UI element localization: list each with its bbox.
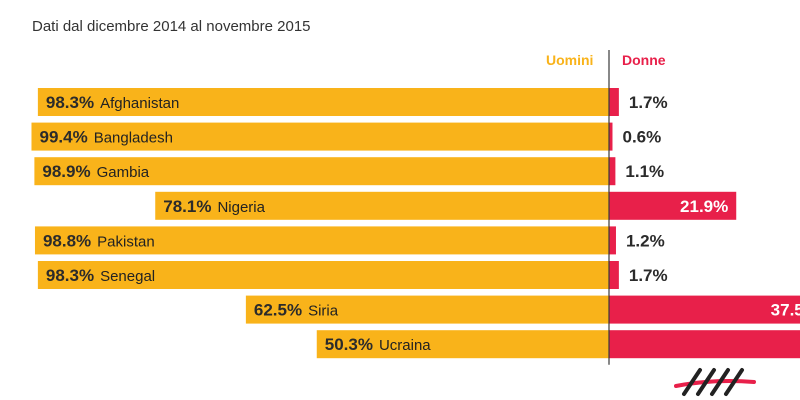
bar-women xyxy=(609,330,800,359)
category-label: Bangladesh xyxy=(94,130,173,147)
bar-men xyxy=(37,261,609,289)
category-label: Nigeria xyxy=(217,199,265,216)
bar-women xyxy=(609,226,616,255)
category-label: Siria xyxy=(308,303,339,320)
publisher-logo-icon xyxy=(674,368,756,396)
value-label-women: 1.2% xyxy=(626,231,665,250)
bar-women xyxy=(609,122,613,151)
value-label-women: 1.1% xyxy=(625,162,664,181)
category-label: Pakistan xyxy=(97,233,155,250)
value-label-men: 98.8% xyxy=(43,231,91,250)
value-label-men: 98.3% xyxy=(46,93,94,112)
value-label-men: 99.4% xyxy=(39,128,87,147)
bar-men xyxy=(316,330,609,359)
legend-men: Uomini xyxy=(546,52,594,68)
bar-women xyxy=(609,88,619,116)
value-label-women: 37.5% xyxy=(771,301,800,320)
bar-men xyxy=(245,295,609,324)
category-label: Afghanistan xyxy=(100,95,179,112)
value-label-men: 62.5% xyxy=(254,301,302,320)
value-label-women: 1.7% xyxy=(629,266,668,285)
value-label-women: 21.9% xyxy=(680,197,728,216)
value-label-men: 98.3% xyxy=(46,266,94,285)
legend-women: Donne xyxy=(622,52,666,68)
category-label: Senegal xyxy=(100,268,155,285)
bar-men xyxy=(155,191,609,220)
chart-subtitle: Dati dal dicembre 2014 al novembre 2015 xyxy=(32,18,311,35)
value-label-men: 98.9% xyxy=(42,162,90,181)
value-label-women: 1.7% xyxy=(629,93,668,112)
value-label-women: 0.6% xyxy=(622,128,661,147)
bar-women xyxy=(609,157,616,186)
bar-men xyxy=(34,226,610,255)
bar-men xyxy=(34,157,610,186)
bar-women xyxy=(609,191,737,220)
category-label: Gambia xyxy=(97,164,150,181)
value-label-men: 50.3% xyxy=(325,335,373,354)
category-label: Ucraina xyxy=(379,337,431,354)
bar-women xyxy=(609,295,800,324)
bar-men xyxy=(31,122,609,151)
bar-women xyxy=(609,261,619,289)
value-label-men: 78.1% xyxy=(163,197,211,216)
bar-men xyxy=(37,88,609,116)
